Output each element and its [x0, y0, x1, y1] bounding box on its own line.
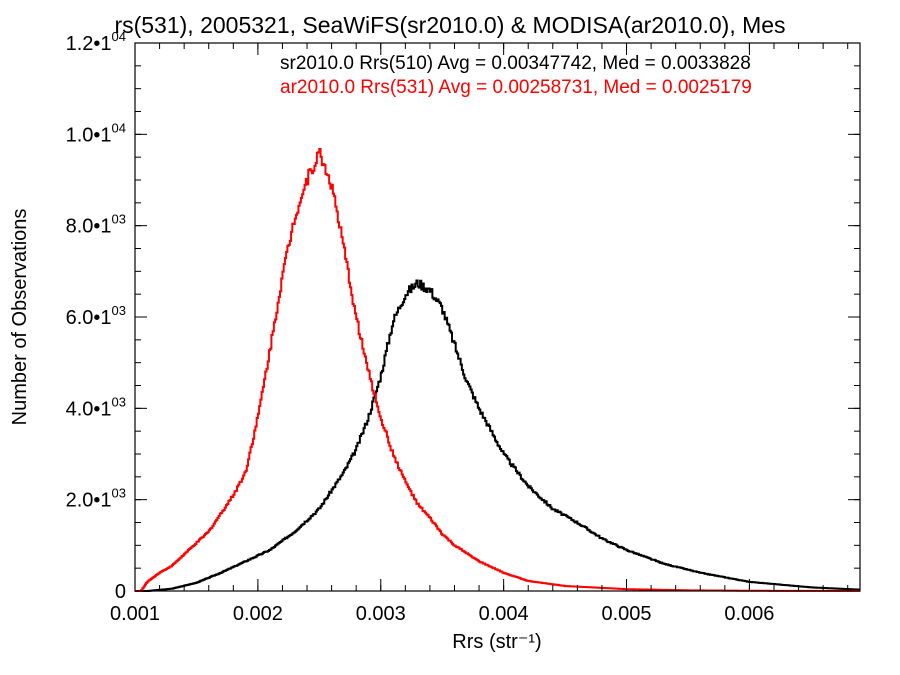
legend-entry-2: ar2010.0 Rrs(531) Avg = 0.00258731, Med …	[280, 77, 752, 98]
series-line-1	[135, 279, 860, 592]
series-layer	[135, 148, 860, 592]
y-tick-label: 1.2•104	[66, 29, 126, 55]
y-tick-label: 1.0•104	[66, 120, 126, 146]
x-tick-label: 0.004	[479, 603, 529, 625]
y-tick-label: 2.0•103	[66, 486, 126, 512]
chart-title: rs(531), 2005321, SeaWiFS(sr2010.0) & MO…	[114, 12, 785, 38]
legend-entry-1: sr2010.0 Rrs(510) Avg = 0.00347742, Med …	[280, 53, 751, 74]
y-axis-label: Number of Observations	[9, 209, 31, 426]
legend: sr2010.0 Rrs(510) Avg = 0.00347742, Med …	[280, 53, 752, 98]
x-tick-label: 0.003	[356, 603, 406, 625]
ticks-layer: 0.001 0.002 0.003 0.004 0.005 0.006 0 2.0•103 4.…	[66, 29, 860, 625]
y-tick-label: 6.0•103	[66, 303, 126, 329]
x-tick-label: 0.001	[110, 603, 160, 625]
y-tick-label: 8.0•103	[66, 212, 126, 238]
series-line-2	[135, 148, 860, 592]
x-tick-label: 0.005	[601, 603, 651, 625]
x-axis-label: Rrs (str⁻¹)	[452, 631, 541, 653]
y-tick-label: 4.0•103	[66, 394, 126, 420]
y-tick-label: 0	[115, 581, 126, 603]
x-tick-label: 0.002	[233, 603, 283, 625]
x-tick-label: 0.006	[724, 603, 774, 625]
plot-frame	[134, 42, 861, 592]
